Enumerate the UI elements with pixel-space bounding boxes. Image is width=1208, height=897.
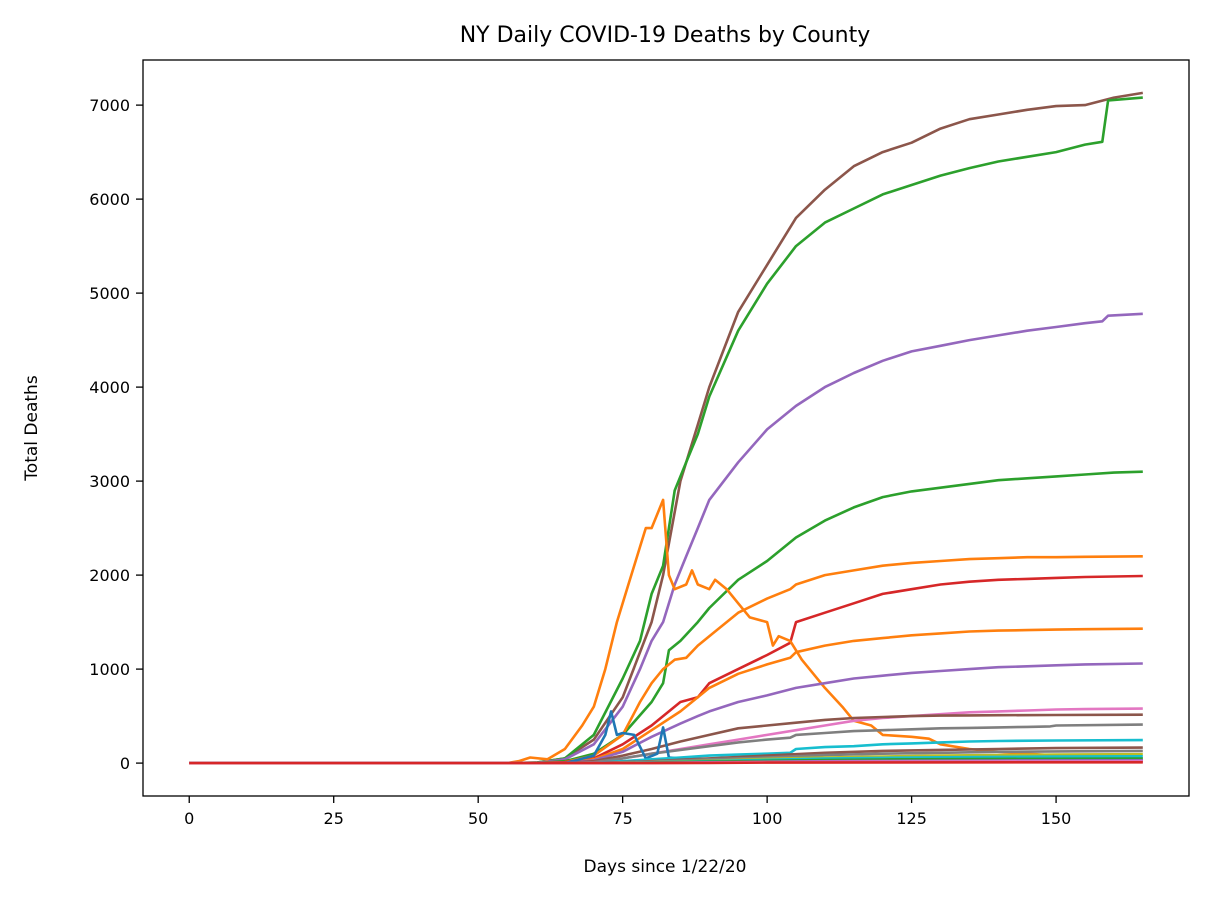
y-tick-label: 6000: [89, 190, 130, 209]
series-line-7: [189, 498, 1143, 765]
series-line-6: [189, 574, 1143, 765]
x-axis-label: Days since 1/22/20: [584, 857, 747, 877]
plot-frame: [142, 59, 1190, 797]
series-line-2: [189, 96, 1143, 765]
series-line-12: [189, 723, 1143, 765]
series-line-4: [189, 470, 1143, 765]
y-tick-label: 0: [120, 754, 130, 773]
chart-title: NY Daily COVID-19 Deaths by County: [460, 23, 871, 48]
x-tick-label: 50: [468, 809, 488, 828]
series-line-11: [189, 713, 1143, 765]
x-tick-label: 0: [184, 809, 194, 828]
x-tick-label: 100: [752, 809, 783, 828]
y-tick-label: 1000: [89, 660, 130, 679]
series-line-9: [189, 662, 1143, 765]
x-axis-ticks: 0 25 50 75 100 125 150: [184, 796, 1071, 828]
series-line-8: [189, 627, 1143, 765]
x-tick-label: 25: [324, 809, 344, 828]
y-tick-label: 3000: [89, 472, 130, 491]
series-line-22: [189, 760, 1143, 765]
series-line-3: [189, 312, 1143, 765]
y-axis-label: Total Deaths: [22, 375, 42, 482]
y-tick-label: 5000: [89, 284, 130, 303]
y-tick-label: 2000: [89, 566, 130, 585]
series-line-14: [189, 738, 1143, 765]
x-tick-label: 125: [896, 809, 927, 828]
series-lines: [189, 91, 1144, 765]
series-line-1: [189, 91, 1144, 765]
y-tick-label: 7000: [89, 96, 130, 115]
x-tick-label: 75: [612, 809, 632, 828]
y-axis-ticks: 0 1000 2000 3000 4000 5000 6000 7000: [89, 96, 143, 773]
y-tick-label: 4000: [89, 378, 130, 397]
series-line-5: [189, 555, 1143, 765]
x-tick-label: 150: [1041, 809, 1072, 828]
